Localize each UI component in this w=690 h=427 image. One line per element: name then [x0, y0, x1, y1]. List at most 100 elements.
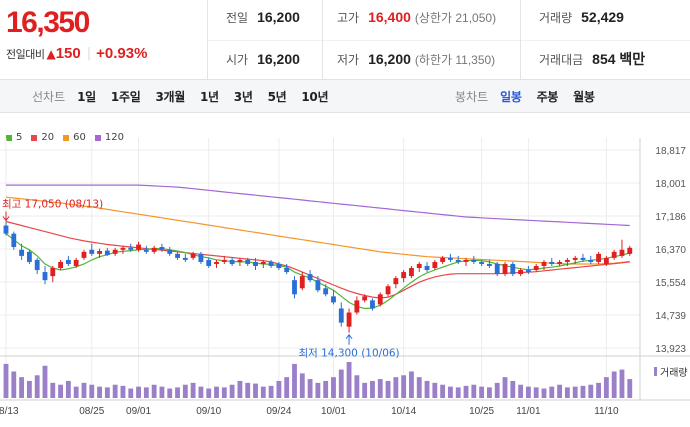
- candle-body: [323, 288, 329, 295]
- tab-monthly[interactable]: 월봉: [573, 90, 595, 104]
- volume-bar: [307, 379, 313, 398]
- candle-body: [73, 259, 79, 266]
- legend-ma60: 60: [63, 132, 86, 143]
- tab-3m[interactable]: 3개월: [155, 90, 185, 104]
- volume-bar: [229, 384, 235, 398]
- candle-body: [346, 312, 352, 327]
- stat-volume: 거래량 52,429: [539, 7, 624, 27]
- volume-bar: [533, 387, 539, 398]
- stats-col-3: 거래량 52,429 거래대금 854 백만: [520, 0, 690, 80]
- volume-bar: [518, 384, 524, 398]
- volume-bar: [198, 386, 204, 398]
- candle-body: [549, 261, 555, 264]
- candle-body: [619, 249, 625, 256]
- tab-3y[interactable]: 3년: [233, 90, 253, 104]
- volume-bar: [237, 380, 243, 398]
- volume-bar: [502, 377, 508, 398]
- volume-bar: [596, 382, 601, 398]
- candle-body: [401, 272, 407, 279]
- candle-body: [221, 259, 227, 262]
- ma-legend: 5 20 60 120: [6, 132, 133, 143]
- candle-body: [26, 251, 32, 262]
- candle-body: [50, 268, 56, 277]
- candle-body: [175, 253, 180, 258]
- candle-body: [237, 259, 243, 262]
- candle-body: [564, 259, 570, 262]
- volume-bar: [362, 382, 368, 398]
- volume-bar: [338, 369, 344, 398]
- tab-10y[interactable]: 10년: [301, 90, 329, 104]
- volume-bar: [120, 385, 126, 398]
- tab-1w[interactable]: 1주일: [110, 90, 141, 104]
- candle-body: [253, 261, 258, 266]
- volume-bar: [175, 387, 180, 398]
- volume-bar: [611, 371, 617, 398]
- x-tick-label: 09/10: [196, 406, 221, 417]
- candle-body: [65, 259, 71, 264]
- legend-ma5: 5: [6, 132, 22, 143]
- candle-body: [627, 247, 633, 254]
- stat-label: 거래량: [539, 10, 573, 25]
- candle-body: [276, 263, 282, 269]
- volume-bar: [440, 384, 446, 398]
- low-annotation: 최저 14,300 (10/06): [298, 348, 399, 360]
- candle-body: [603, 257, 609, 264]
- line-chart-label[interactable]: 선차트: [32, 90, 66, 104]
- stat-label: 전일: [226, 10, 249, 25]
- candle-tabs: 봉차트 일봉 주봉 월봉: [455, 80, 610, 113]
- candle-body: [557, 261, 563, 264]
- x-tick-label: 09/24: [266, 406, 291, 417]
- volume-bar: [627, 379, 633, 398]
- volume-bar: [136, 386, 141, 398]
- volume-bar: [432, 382, 438, 398]
- candle-body: [11, 233, 17, 247]
- volume-bar: [268, 385, 274, 398]
- volume-bar: [541, 388, 547, 398]
- candle-body: [268, 261, 274, 266]
- candle-body: [377, 294, 383, 305]
- volume-bar: [299, 373, 305, 398]
- stat-value: 16,200: [368, 51, 411, 67]
- stats-col-2: 고가 16,400 (상한가 21,050) 저가 16,200 (하한가 11…: [322, 0, 520, 80]
- candle-body: [143, 249, 149, 252]
- volume-bar: [370, 380, 375, 398]
- volume-bar: [479, 386, 485, 398]
- volume-bar: [323, 380, 329, 398]
- candle-body: [89, 249, 95, 254]
- candle-body: [494, 263, 500, 275]
- volume-bar: [128, 388, 134, 398]
- volume-bar: [588, 384, 594, 398]
- candle-body: [541, 261, 547, 266]
- high-annotation: 최고 17,050 (08/13): [2, 198, 103, 210]
- candle-body: [416, 263, 422, 269]
- volume-bar: [81, 382, 87, 398]
- x-tick-label: 10/25: [469, 406, 494, 417]
- candle-chart-label[interactable]: 봉차트: [455, 90, 489, 104]
- tab-1d[interactable]: 1일: [77, 90, 96, 104]
- candle-body: [136, 244, 141, 250]
- volume-bar: [253, 383, 258, 398]
- volume-bar: [385, 380, 391, 398]
- change-label: 전일대비: [6, 47, 45, 61]
- volume-bar: [112, 384, 118, 398]
- volume-bar: [448, 386, 453, 398]
- candle-body: [151, 247, 157, 252]
- tab-5y[interactable]: 5년: [267, 90, 287, 104]
- tab-1y[interactable]: 1년: [199, 90, 219, 104]
- stat-value: 16,200: [257, 9, 300, 25]
- candle-body: [198, 253, 204, 262]
- tab-daily[interactable]: 일봉: [500, 90, 522, 104]
- tab-weekly[interactable]: 주봉: [536, 90, 559, 104]
- volume-bar: [401, 375, 407, 398]
- stat-sub: (하한가 11,350): [414, 52, 496, 67]
- y-tick-label: 16,370: [655, 245, 686, 256]
- candle-body: [611, 251, 617, 258]
- legend-ma20: 20: [31, 132, 54, 143]
- y-tick-label: 18,001: [655, 179, 686, 190]
- volume-bar: [549, 386, 555, 398]
- stat-value: 854 백만: [592, 51, 646, 67]
- candle-body: [409, 268, 414, 277]
- candle-body: [572, 257, 578, 260]
- volume-bar: [3, 363, 9, 398]
